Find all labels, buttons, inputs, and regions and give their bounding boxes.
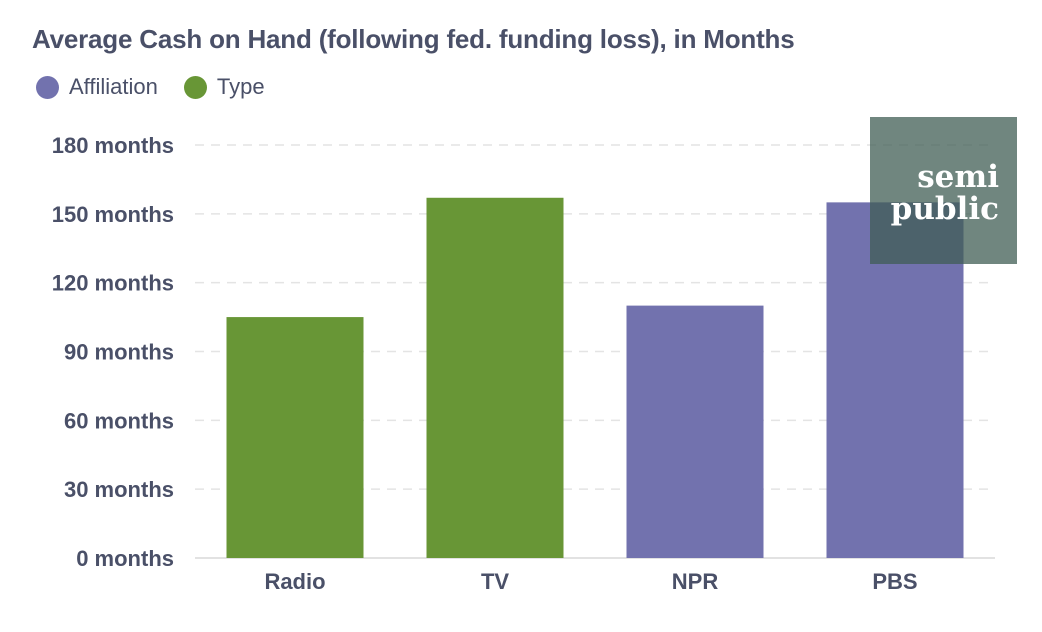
bars xyxy=(226,197,964,558)
x-tick-label-radio: Radio xyxy=(264,569,325,594)
legend-item-type[interactable]: Type xyxy=(183,74,265,100)
legend-swatch-type xyxy=(183,75,207,99)
y-tick-label: 0 months xyxy=(76,546,174,571)
y-tick-label: 120 months xyxy=(52,271,174,296)
legend-label-type: Type xyxy=(216,74,265,99)
logo-wordmark: semi public xyxy=(891,161,999,225)
legend: Affiliation Type xyxy=(36,74,291,100)
y-tick-label: 60 months xyxy=(64,408,174,433)
bar-tv[interactable] xyxy=(426,197,564,558)
chart-title: Average Cash on Hand (following fed. fun… xyxy=(32,24,795,54)
logo-line-public: public xyxy=(890,191,999,227)
bar-radio[interactable] xyxy=(226,317,364,558)
y-tick-label: 30 months xyxy=(64,477,174,502)
x-axis-ticks: Radio TV NPR PBS xyxy=(264,569,917,594)
logo-line-semi: semi xyxy=(917,159,999,195)
y-tick-label: 90 months xyxy=(64,340,174,365)
legend-item-affiliation[interactable]: Affiliation xyxy=(36,74,158,100)
semipublic-logo: semi public xyxy=(870,117,1017,264)
bar-npr[interactable] xyxy=(626,305,764,558)
legend-swatch-affiliation xyxy=(36,75,59,99)
legend-label-affiliation: Affiliation xyxy=(69,74,158,99)
x-tick-label-pbs: PBS xyxy=(872,569,917,594)
y-axis-ticks: 0 months 30 months 60 months 90 months 120 m… xyxy=(52,133,174,571)
x-tick-label-tv: TV xyxy=(481,569,509,594)
y-tick-label: 150 months xyxy=(52,202,174,227)
x-tick-label-npr: NPR xyxy=(672,569,719,594)
y-tick-label: 180 months xyxy=(52,133,174,158)
